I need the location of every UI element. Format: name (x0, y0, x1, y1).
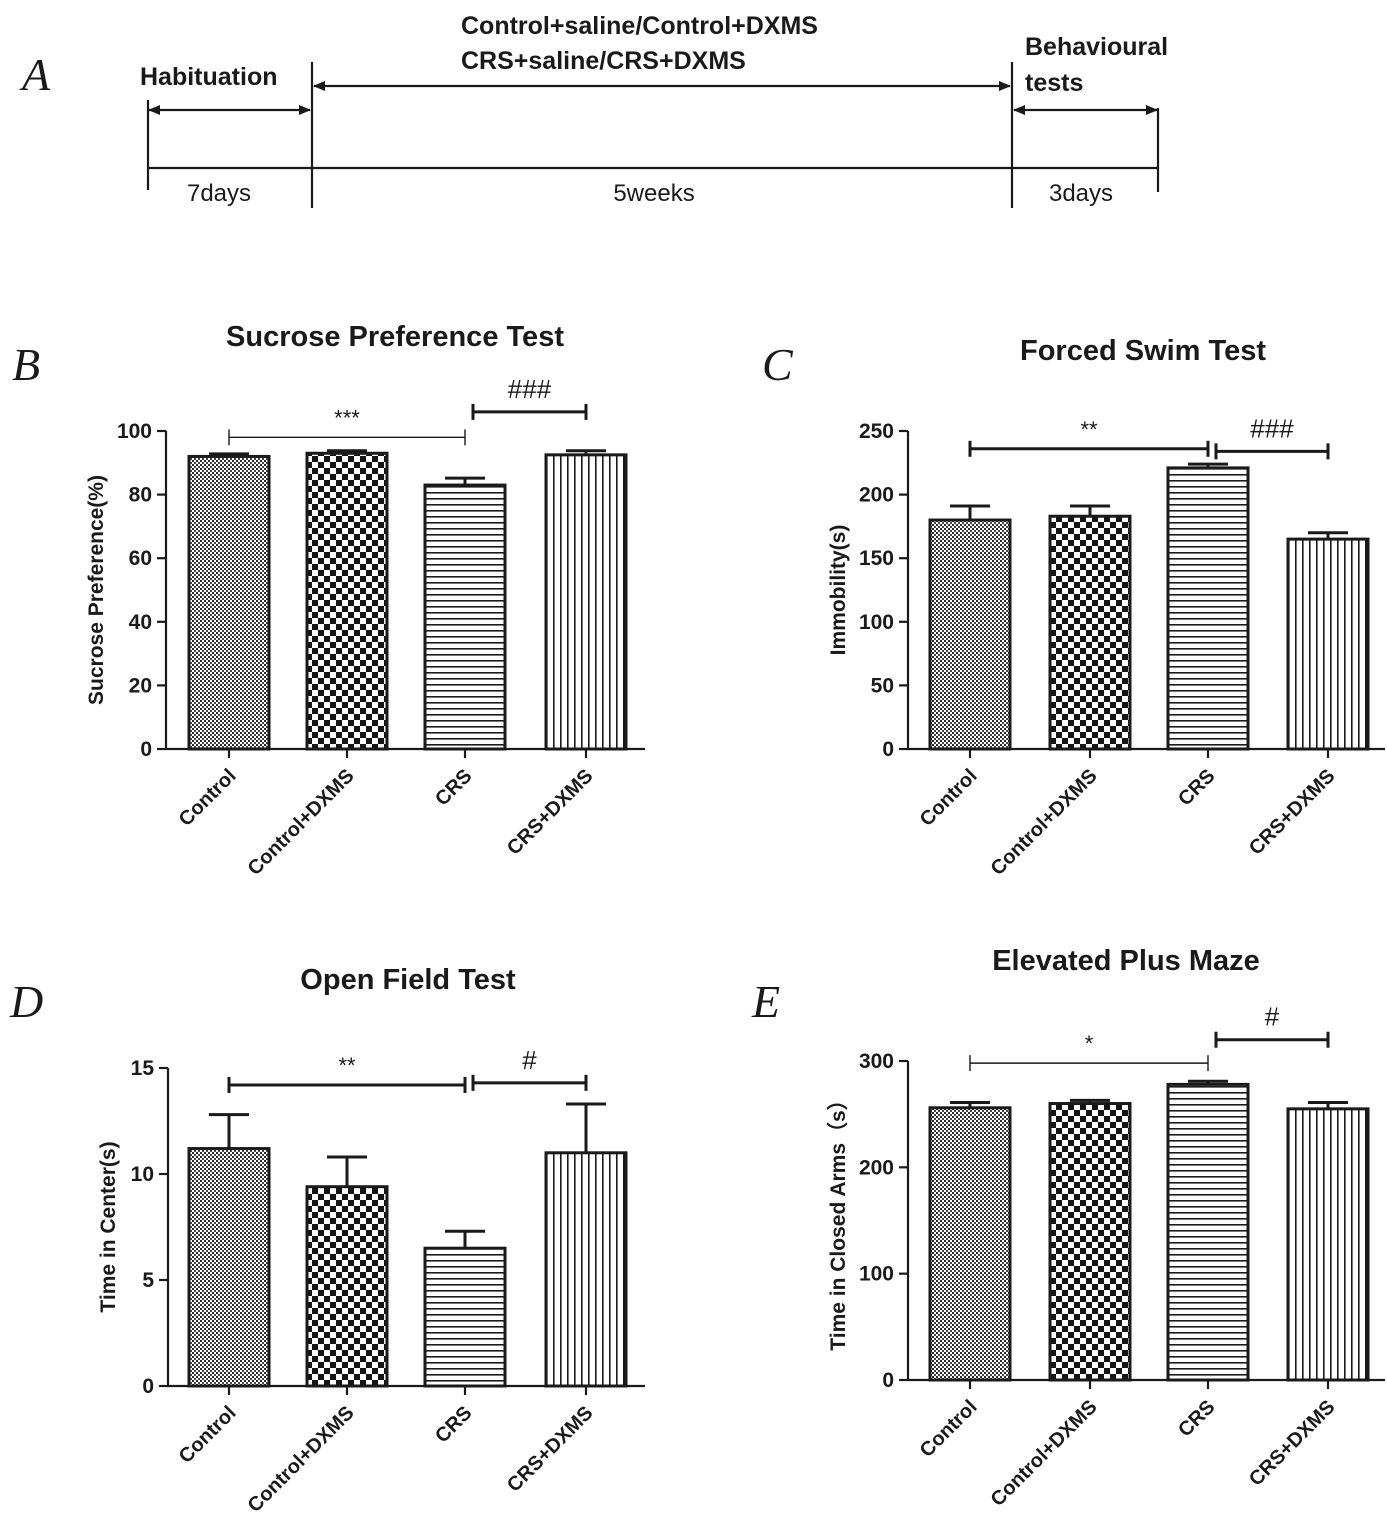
bar (305, 451, 389, 751)
y-axis-label: Sucrose Preference(%) (85, 475, 108, 705)
bar (928, 1106, 1012, 1382)
bar (305, 1185, 389, 1388)
x-tick-label: Control+DXMS (987, 765, 1102, 880)
x-tick-label: CRS (1174, 765, 1219, 810)
significance-label: # (522, 1045, 537, 1075)
x-tick-label: Control+DXMS (244, 765, 359, 880)
y-tick-label: 100 (859, 1263, 894, 1286)
y-tick-label: 0 (140, 738, 152, 761)
y-tick-label: 300 (859, 1050, 894, 1073)
x-tick-label: Control (916, 765, 982, 831)
phase-treatment-label: Control+saline/Control+DXMS (461, 12, 818, 40)
significance-label: ### (1250, 413, 1294, 443)
x-tick-label: CRS+DXMS (1245, 765, 1340, 860)
bar (1286, 537, 1370, 751)
chart-title: Elevated Plus Maze (992, 945, 1260, 977)
bar (544, 1151, 628, 1388)
chart-e: E Elevated Plus Maze Time in Closed Arms（s… (751, 945, 1385, 1511)
y-tick-label: 5 (142, 1269, 154, 1292)
bar (187, 454, 271, 751)
y-tick-label: 50 (871, 674, 894, 697)
x-tick-label: CRS (431, 1402, 476, 1447)
phase-duration: 7days (187, 180, 251, 207)
panel-letter: B (12, 339, 40, 390)
y-axis-label: Immobility(s) (827, 525, 850, 656)
significance-label: ** (1080, 417, 1098, 442)
panel-letter: C (762, 339, 794, 390)
y-tick-label: 0 (142, 1375, 154, 1398)
x-tick-label: CRS (1174, 1396, 1219, 1441)
chart-title: Sucrose Preference Test (226, 321, 564, 353)
y-tick-label: 40 (129, 611, 152, 634)
y-axis-label: Time in Closed Arms（s） (826, 1089, 850, 1350)
chart-title: Forced Swim Test (1020, 335, 1266, 367)
x-tick-label: CRS+DXMS (503, 765, 598, 860)
bar (544, 453, 628, 751)
phase-habituation-label: Habituation (140, 63, 278, 91)
panel-letter: D (9, 976, 43, 1027)
phase-duration: 3days (1049, 180, 1113, 207)
y-tick-label: 100 (859, 611, 894, 634)
phase-treatment-label: CRS+saline/CRS+DXMS (461, 47, 746, 75)
bar (423, 483, 507, 751)
chart-b: B Sucrose Preference Test Sucrose Preferen… (12, 321, 645, 880)
bar (1286, 1107, 1370, 1382)
phase-behaviour-label: tests (1025, 69, 1083, 97)
y-tick-label: 250 (859, 420, 894, 443)
bar (1048, 514, 1132, 751)
bar (1048, 1102, 1132, 1382)
bar (928, 518, 1012, 751)
y-axis-label: Time in Center(s) (97, 1141, 120, 1312)
phase-duration: 5weeks (613, 180, 694, 207)
timeline-panel: A Habituation Control+saline/Control+DXM… (19, 12, 1168, 208)
x-tick-label: CRS+DXMS (1245, 1396, 1340, 1491)
bar (1166, 1082, 1250, 1382)
chart-c: C Forced Swim Test Immobility(s) 0 50 100 150 2… (762, 335, 1385, 880)
y-tick-label: 10 (131, 1163, 154, 1186)
x-tick-label: Control (916, 1396, 982, 1462)
y-tick-label: 60 (129, 547, 152, 570)
x-tick-label: CRS (431, 765, 476, 810)
y-tick-label: 200 (859, 484, 894, 507)
significance-label: ### (508, 374, 552, 404)
y-tick-label: 100 (117, 420, 152, 443)
significance-label: * (1085, 1031, 1094, 1056)
panel-letter: E (751, 976, 780, 1027)
x-tick-label: Control+DXMS (987, 1396, 1102, 1511)
significance-label: *** (334, 405, 360, 430)
chart-title: Open Field Test (300, 964, 516, 996)
x-tick-label: Control (175, 765, 241, 831)
significance-label: # (1265, 1002, 1280, 1032)
phase-behaviour-label: Behavioural (1025, 33, 1168, 61)
bar-charts: B Sucrose Preference Test Sucrose Preferen… (9, 321, 1385, 1517)
y-tick-label: 150 (859, 547, 894, 570)
significance-label: ** (338, 1053, 356, 1078)
x-tick-label: Control+DXMS (244, 1402, 359, 1517)
y-tick-label: 80 (129, 484, 152, 507)
bar (187, 1147, 271, 1388)
chart-d: D Open Field Test Time in Center(s) 0 5 10 15 C… (9, 964, 645, 1517)
x-tick-label: CRS+DXMS (503, 1402, 598, 1497)
y-tick-label: 200 (859, 1156, 894, 1179)
bar (1166, 466, 1250, 751)
panel-letter-a: A (19, 49, 51, 100)
y-tick-label: 20 (129, 674, 152, 697)
y-tick-label: 0 (882, 1369, 894, 1392)
y-tick-label: 0 (882, 738, 894, 761)
x-tick-label: Control (175, 1402, 241, 1468)
bar (423, 1246, 507, 1388)
y-tick-label: 15 (131, 1057, 155, 1080)
